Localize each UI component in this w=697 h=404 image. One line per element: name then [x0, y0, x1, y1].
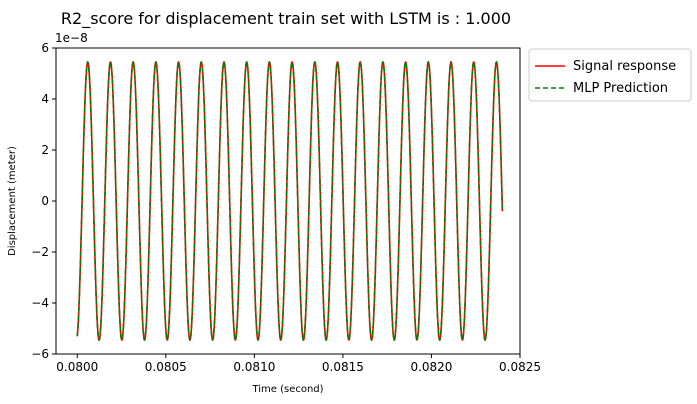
y-offset-label: 1e−8: [55, 31, 88, 45]
y-tick-label: 6: [41, 41, 49, 55]
x-tick-label: 0.0815: [322, 360, 364, 374]
x-tick-label: 0.0810: [233, 360, 275, 374]
y-axis-label: Displacement (meter): [7, 146, 18, 256]
x-axis-label: Time (second): [251, 384, 323, 395]
x-tick-label: 0.0825: [499, 360, 541, 374]
x-tick-label: 0.0800: [56, 360, 98, 374]
series-line-1: [76, 60, 504, 342]
plot-area: [55, 47, 521, 355]
y-axis: −6 −4 −2 0 2 4 6: [31, 41, 56, 361]
x-tick-label: 0.0820: [410, 360, 452, 374]
y-tick-label: 2: [41, 143, 49, 157]
y-tick-label: −2: [31, 245, 49, 259]
legend-label-0: Signal response: [573, 59, 676, 74]
y-tick-label: −6: [31, 347, 49, 361]
y-tick-label: −4: [31, 296, 49, 310]
x-tick-label: 0.0805: [145, 360, 187, 374]
y-tick-label: 0: [41, 194, 49, 208]
chart-title: R2_score for displacement train set with…: [61, 9, 511, 29]
y-tick-label: 4: [41, 92, 49, 106]
x-axis: 0.0800 0.0805 0.0810 0.0815 0.0820 0.0825: [56, 354, 541, 374]
legend-box: [528, 48, 692, 102]
legend: Signal response MLP Prediction: [528, 48, 692, 102]
plot-frame: [55, 47, 521, 355]
legend-label-1: MLP Prediction: [573, 81, 668, 96]
